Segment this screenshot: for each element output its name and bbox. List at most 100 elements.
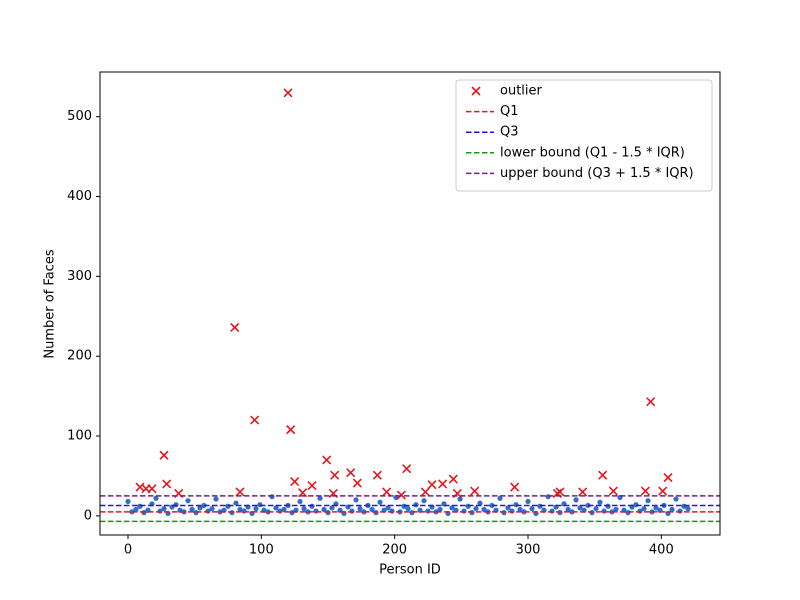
data-point xyxy=(353,497,359,503)
x-tick-label: 200 xyxy=(382,543,407,558)
x-tick-label: 300 xyxy=(516,543,541,558)
data-point xyxy=(597,499,603,505)
data-point xyxy=(325,510,331,516)
outlier-marker xyxy=(658,486,668,496)
data-point xyxy=(357,506,363,512)
plot-frame xyxy=(99,71,721,536)
data-point xyxy=(269,494,275,500)
legend-label: Q1 xyxy=(500,104,519,119)
data-point xyxy=(513,502,519,508)
data-point xyxy=(309,503,315,509)
data-point xyxy=(193,510,199,516)
data-point xyxy=(557,510,563,516)
y-tick-label: 500 xyxy=(67,109,92,124)
data-point xyxy=(213,496,219,502)
data-point xyxy=(421,498,427,504)
data-point xyxy=(197,505,203,511)
outlier-marker xyxy=(250,415,260,425)
legend-label: upper bound (Q3 + 1.5 * IQR) xyxy=(500,166,694,181)
outlier-marker xyxy=(396,490,406,500)
outlier-marker xyxy=(402,464,412,474)
outlier-marker xyxy=(372,470,382,480)
outlier-marker xyxy=(578,487,588,497)
outlier-marker xyxy=(235,487,245,497)
data-point xyxy=(257,502,263,508)
outlier-marker xyxy=(135,482,145,492)
data-point xyxy=(457,496,463,502)
data-point xyxy=(425,508,431,514)
outlier-marker xyxy=(330,470,340,480)
legend-marker xyxy=(471,86,481,96)
outlier-marker xyxy=(420,487,430,497)
legend-label: lower bound (Q1 - 1.5 * IQR) xyxy=(500,145,685,160)
data-point xyxy=(633,502,639,508)
outlier-marker xyxy=(352,478,362,488)
data-point xyxy=(577,505,583,511)
outlier-marker xyxy=(307,480,317,491)
data-point xyxy=(473,506,479,512)
data-point xyxy=(601,508,607,514)
data-point xyxy=(137,503,143,509)
outlier-marker xyxy=(162,479,172,489)
data-point xyxy=(405,506,411,512)
outlier-marker xyxy=(448,474,458,484)
data-point xyxy=(469,510,475,516)
data-point xyxy=(253,506,259,512)
outlier-marker xyxy=(470,486,480,496)
data-point xyxy=(349,508,355,514)
y-tick-label: 100 xyxy=(67,429,92,444)
data-point xyxy=(413,502,419,508)
data-point xyxy=(229,510,235,516)
data-point xyxy=(173,502,179,508)
data-point xyxy=(565,506,571,513)
data-point xyxy=(501,510,507,516)
data-point xyxy=(125,498,131,505)
outlier-marker xyxy=(663,472,673,483)
data-point xyxy=(185,498,191,504)
legend-label: Q3 xyxy=(500,125,519,140)
data-point xyxy=(133,506,139,513)
data-point xyxy=(653,505,659,511)
x-tick-label: 0 xyxy=(124,543,132,558)
outlier-marker xyxy=(438,479,448,489)
data-point xyxy=(505,505,511,511)
data-point xyxy=(573,497,579,503)
data-point xyxy=(673,496,679,502)
data-point xyxy=(477,500,483,506)
data-point xyxy=(369,506,375,513)
x-tick-label: 100 xyxy=(249,543,274,558)
outlier-marker xyxy=(510,482,520,492)
outlier-marker xyxy=(427,480,437,490)
data-point xyxy=(465,503,471,509)
data-point xyxy=(153,495,159,501)
outlier-marker xyxy=(230,322,240,333)
data-point xyxy=(605,503,611,509)
outlier-marker xyxy=(147,484,157,494)
y-tick-label: 200 xyxy=(67,349,92,364)
data-point xyxy=(625,510,631,516)
data-point xyxy=(685,506,691,512)
data-point xyxy=(237,506,243,513)
outlier-marker xyxy=(286,425,296,435)
legend-label: outlier xyxy=(500,84,543,99)
data-point xyxy=(461,508,467,514)
data-point xyxy=(449,505,455,511)
y-tick-label: 0 xyxy=(84,508,92,523)
data-point xyxy=(593,506,599,512)
outlier-marker xyxy=(322,455,332,465)
outlier-marker xyxy=(640,486,650,496)
data-point xyxy=(377,499,383,505)
data-point xyxy=(409,510,415,516)
data-point xyxy=(189,506,195,513)
outlier-marker xyxy=(346,468,356,478)
data-point xyxy=(225,503,231,509)
legend-box xyxy=(455,79,713,192)
data-point xyxy=(373,510,379,516)
outlier-marker xyxy=(646,397,656,407)
data-point xyxy=(529,506,535,512)
outlier-marker xyxy=(283,88,293,98)
outlier-marker xyxy=(159,450,169,460)
outlier-marker xyxy=(290,476,300,487)
x-axis-label: Person ID xyxy=(379,563,441,578)
